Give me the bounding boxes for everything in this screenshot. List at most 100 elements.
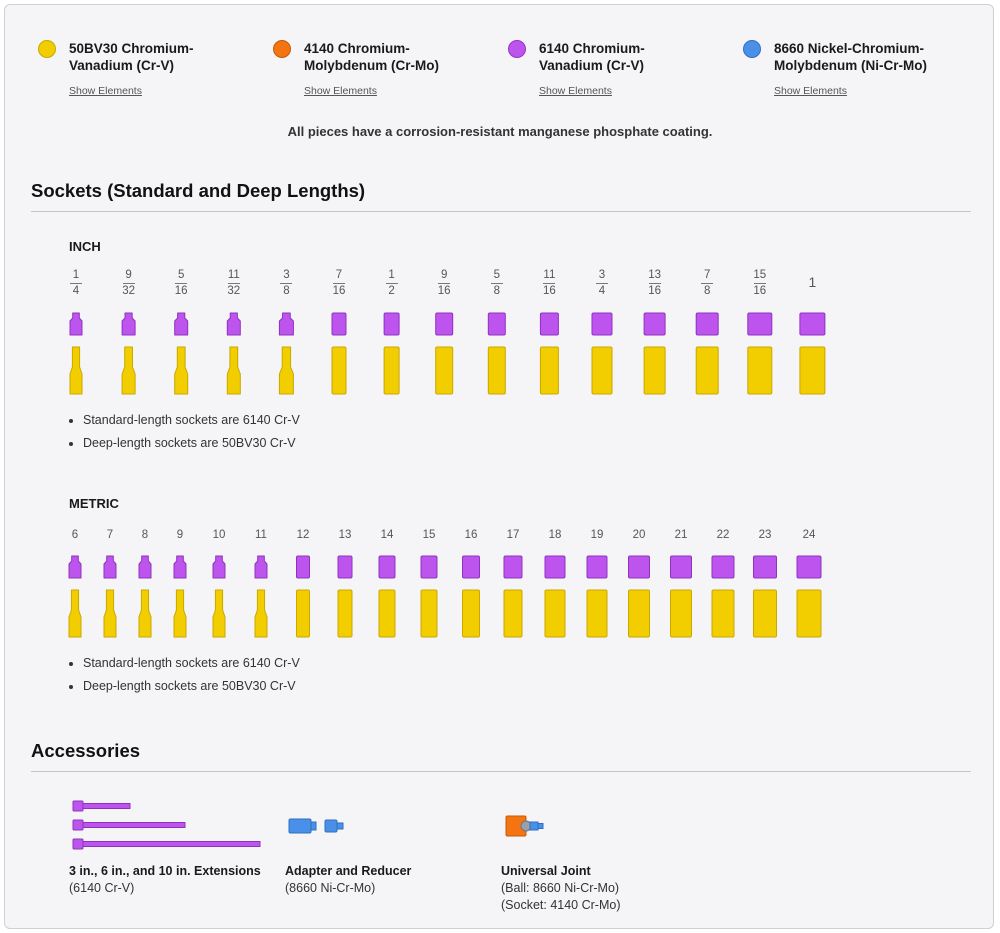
standard-socket bbox=[591, 312, 613, 336]
standard-socket bbox=[796, 555, 822, 579]
deep-socket bbox=[435, 346, 454, 395]
sockets-section-title: Sockets (Standard and Deep Lengths) bbox=[31, 180, 366, 201]
blue-swatch-icon bbox=[743, 40, 761, 58]
metric-notes: Standard-length sockets are 6140 Cr-V De… bbox=[69, 652, 300, 698]
legend-name: 50BV30 Chromium- Vanadium (Cr-V) bbox=[69, 41, 194, 73]
metric-size-label: 23 bbox=[758, 529, 772, 541]
standard-socket bbox=[747, 312, 773, 336]
metric-size-label: 12 bbox=[296, 529, 310, 541]
universal-joint-graphic bbox=[505, 815, 544, 837]
deep-socket bbox=[296, 589, 310, 638]
deep-socket bbox=[121, 346, 136, 395]
standard-socket bbox=[174, 312, 189, 336]
standard-socket bbox=[138, 555, 152, 579]
deep-socket bbox=[753, 589, 777, 638]
universal-joint-ball-material: (Ball: 8660 Ni-Cr-Mo) bbox=[501, 881, 620, 895]
standard-socket bbox=[331, 312, 347, 336]
deep-socket bbox=[331, 346, 347, 395]
standard-socket bbox=[711, 555, 735, 579]
metric-size-label: 20 bbox=[632, 529, 646, 541]
metric-size-label: 14 bbox=[380, 529, 394, 541]
standard-socket bbox=[337, 555, 353, 579]
section-divider bbox=[31, 771, 971, 772]
standard-socket bbox=[278, 312, 294, 336]
adapter-reducer-material: (8660 Ni-Cr-Mo) bbox=[285, 881, 376, 895]
show-elements-link[interactable]: Show Elements bbox=[539, 85, 612, 97]
metric-size-label: 7 bbox=[106, 529, 114, 541]
standard-socket bbox=[103, 555, 117, 579]
standard-socket bbox=[695, 312, 719, 336]
inch-size-label: 13 16 bbox=[648, 269, 661, 297]
purple-swatch-icon bbox=[508, 40, 526, 58]
standard-socket bbox=[296, 555, 310, 579]
inch-size-label: 15 16 bbox=[753, 269, 767, 297]
deep-socket bbox=[226, 346, 241, 395]
adapter-reducer-graphic bbox=[288, 818, 344, 834]
metric-size-label: 21 bbox=[674, 529, 688, 541]
extensions-material: (6140 Cr-V) bbox=[69, 881, 135, 895]
legend-name: 4140 Chromium- Molybdenum (Cr-Mo) bbox=[304, 41, 439, 73]
deep-socket bbox=[68, 589, 82, 638]
metric-size-label: 22 bbox=[716, 529, 730, 541]
standard-socket bbox=[643, 312, 666, 336]
standard-socket bbox=[586, 555, 608, 579]
orange-swatch-icon bbox=[273, 40, 291, 58]
extension-6in bbox=[72, 819, 186, 831]
extensions-graphic bbox=[72, 800, 261, 850]
metric-size-label: 10 bbox=[212, 529, 226, 541]
deep-socket bbox=[695, 346, 719, 395]
note-standard-length: Standard-length sockets are 6140 Cr-V bbox=[83, 409, 300, 432]
standard-socket bbox=[435, 312, 454, 336]
deep-socket bbox=[337, 589, 353, 638]
deep-socket bbox=[539, 346, 559, 395]
standard-socket bbox=[121, 312, 136, 336]
deep-socket bbox=[173, 589, 187, 638]
standard-socket bbox=[462, 555, 480, 579]
metric-size-label: 11 bbox=[255, 529, 267, 541]
inch-notes: Standard-length sockets are 6140 Cr-V De… bbox=[69, 409, 300, 455]
inch-size-label: 11 16 bbox=[542, 269, 556, 297]
metric-heading: METRIC bbox=[69, 496, 119, 511]
reducer bbox=[324, 819, 344, 833]
inch-size-label: 5 16 bbox=[174, 269, 188, 297]
deep-socket bbox=[138, 589, 152, 638]
deep-socket bbox=[462, 589, 480, 638]
standard-socket bbox=[799, 312, 826, 336]
legend-name: 6140 Chromium- Vanadium (Cr-V) bbox=[539, 41, 645, 73]
inch-size-label: 9 16 bbox=[437, 269, 451, 297]
deep-socket bbox=[503, 589, 523, 638]
standard-socket bbox=[69, 312, 83, 336]
deep-socket bbox=[799, 346, 826, 395]
accessories-section-title: Accessories bbox=[31, 740, 141, 761]
metric-size-label: 9 bbox=[176, 529, 184, 541]
universal-joint-title: Universal Joint bbox=[501, 864, 591, 878]
standard-socket bbox=[487, 312, 506, 336]
deep-socket bbox=[383, 346, 400, 395]
metric-size-label: 15 bbox=[422, 529, 436, 541]
extensions-title: 3 in., 6 in., and 10 in. Extensions bbox=[69, 864, 261, 878]
metric-size-label: 24 bbox=[802, 529, 816, 541]
metric-size-label: 16 bbox=[464, 529, 478, 541]
deep-socket bbox=[212, 589, 226, 638]
standard-socket bbox=[544, 555, 566, 579]
metric-size-label: 6 bbox=[71, 529, 79, 541]
standard-socket bbox=[628, 555, 650, 579]
deep-socket bbox=[796, 589, 822, 638]
deep-socket bbox=[544, 589, 566, 638]
metric-size-label: 17 bbox=[506, 529, 520, 541]
show-elements-link[interactable]: Show Elements bbox=[774, 85, 847, 97]
standard-socket bbox=[539, 312, 559, 336]
standard-socket bbox=[212, 555, 226, 579]
deep-socket bbox=[378, 589, 396, 638]
show-elements-link[interactable]: Show Elements bbox=[69, 85, 142, 97]
deep-socket bbox=[174, 346, 189, 395]
standard-socket bbox=[383, 312, 400, 336]
inch-size-label: 7 16 bbox=[332, 269, 346, 297]
materials-panel bbox=[4, 4, 994, 929]
show-elements-link[interactable]: Show Elements bbox=[304, 85, 377, 97]
standard-socket bbox=[68, 555, 82, 579]
inch-heading: INCH bbox=[69, 239, 101, 254]
